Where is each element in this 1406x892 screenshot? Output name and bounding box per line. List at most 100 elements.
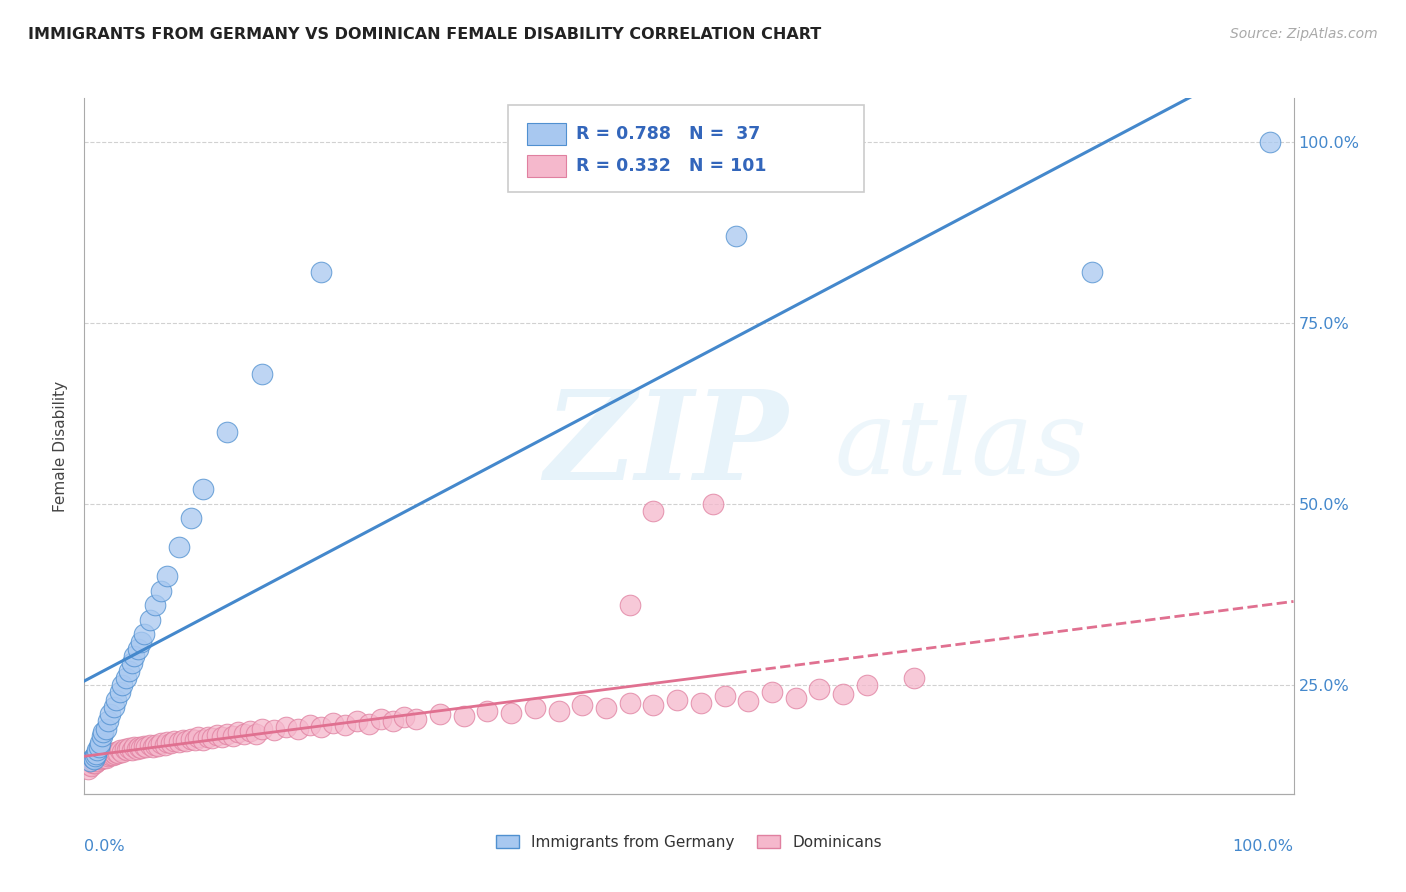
Point <box>79 758 101 772</box>
Point <box>322 715 344 730</box>
Point <box>125 742 148 756</box>
Point <box>80 759 103 773</box>
Point <box>90 752 112 766</box>
Point <box>82 756 104 771</box>
Point <box>1081 265 1104 279</box>
Point <box>91 725 114 739</box>
Point <box>180 511 202 525</box>
Point <box>86 754 108 768</box>
Point <box>94 750 117 764</box>
Point <box>138 739 160 753</box>
Point <box>832 687 855 701</box>
Point <box>118 741 141 756</box>
Point <box>153 738 176 752</box>
Point <box>142 739 165 754</box>
Point <box>619 696 641 710</box>
Point <box>477 704 499 718</box>
Point <box>127 642 149 657</box>
Point <box>1258 135 1281 149</box>
Point <box>176 734 198 748</box>
Point <box>87 739 110 754</box>
FancyBboxPatch shape <box>527 155 565 178</box>
Point <box>333 718 356 732</box>
Point <box>122 649 145 664</box>
Point <box>357 716 380 731</box>
Point <box>83 754 105 768</box>
Point <box>311 265 333 279</box>
Point <box>84 752 107 766</box>
Point <box>381 714 404 729</box>
Point <box>89 736 111 750</box>
Point <box>91 749 114 764</box>
Point <box>100 748 122 763</box>
Point <box>77 762 100 776</box>
Point <box>298 718 321 732</box>
Point <box>91 729 114 743</box>
Text: R = 0.332   N = 101: R = 0.332 N = 101 <box>576 157 768 175</box>
Point <box>201 731 224 745</box>
Point <box>239 723 262 738</box>
Point <box>394 710 416 724</box>
Point <box>197 730 219 744</box>
Point <box>180 731 202 746</box>
Point <box>114 742 136 756</box>
Point <box>233 727 256 741</box>
Point <box>855 678 877 692</box>
Point <box>187 731 209 745</box>
Point <box>145 738 167 752</box>
Point <box>405 712 427 726</box>
Point <box>619 599 641 613</box>
Point <box>167 541 190 555</box>
Y-axis label: Female Disability: Female Disability <box>53 380 69 512</box>
Point <box>129 741 152 756</box>
Point <box>183 733 205 747</box>
FancyBboxPatch shape <box>508 105 865 192</box>
Text: 100.0%: 100.0% <box>1233 839 1294 855</box>
Point <box>523 701 546 715</box>
Point <box>79 754 101 768</box>
Point <box>287 722 309 736</box>
Text: R = 0.788   N =  37: R = 0.788 N = 37 <box>576 125 761 143</box>
Point <box>97 714 120 729</box>
Point <box>103 746 125 760</box>
Point <box>118 664 141 678</box>
Point <box>808 681 831 696</box>
Point <box>215 727 238 741</box>
Point <box>191 732 214 747</box>
Point <box>156 735 179 749</box>
Point <box>115 743 138 757</box>
Point <box>82 750 104 764</box>
Point <box>163 734 186 748</box>
Point <box>132 739 155 753</box>
Point <box>215 425 238 439</box>
Point <box>311 720 333 734</box>
Point <box>725 228 748 243</box>
Point <box>346 714 368 729</box>
Text: ZIP: ZIP <box>544 385 787 507</box>
Point <box>107 746 129 760</box>
Point <box>108 685 131 699</box>
Point <box>274 720 297 734</box>
Point <box>94 722 117 736</box>
Point <box>737 694 759 708</box>
Point <box>702 497 724 511</box>
Point <box>205 728 228 742</box>
Point <box>132 627 155 641</box>
Point <box>135 740 157 755</box>
Point <box>146 739 169 753</box>
Point <box>666 692 689 706</box>
Point <box>547 704 569 718</box>
Text: Source: ZipAtlas.com: Source: ZipAtlas.com <box>1230 27 1378 41</box>
Point <box>89 750 111 764</box>
FancyBboxPatch shape <box>527 123 565 145</box>
Point <box>250 722 273 736</box>
Point <box>571 698 593 713</box>
Point <box>453 708 475 723</box>
Point <box>211 730 233 744</box>
Point <box>97 749 120 764</box>
Text: atlas: atlas <box>834 395 1087 497</box>
Point <box>903 671 925 685</box>
Point <box>250 367 273 381</box>
Point <box>128 739 150 754</box>
Point <box>122 740 145 755</box>
